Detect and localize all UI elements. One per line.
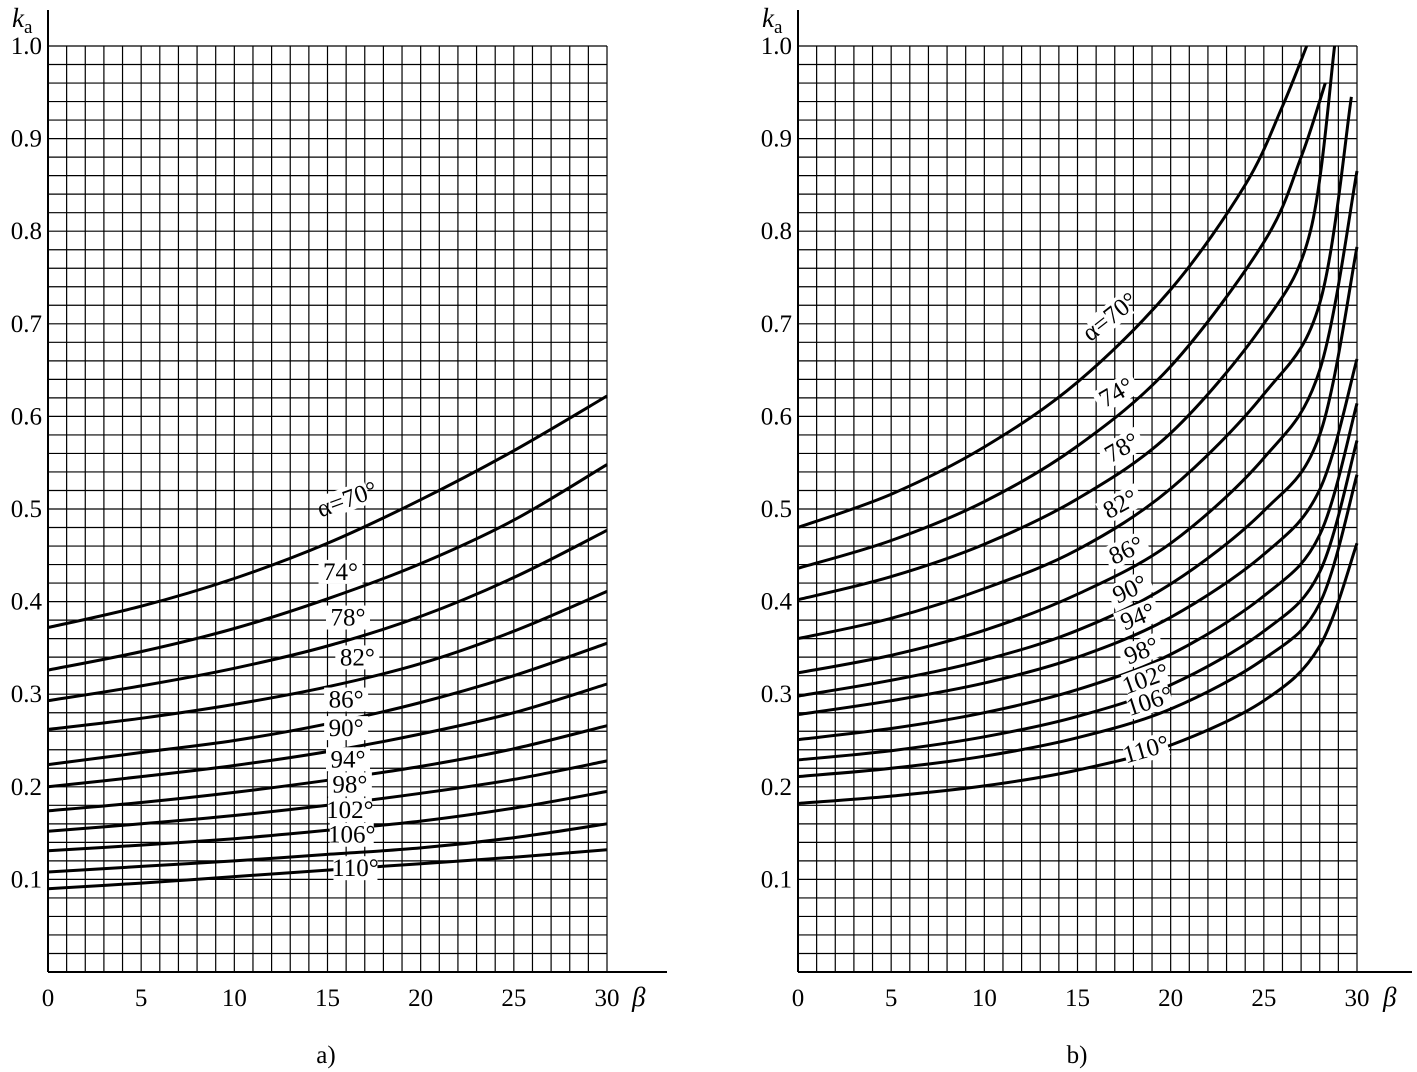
series-line: [797, 45, 1309, 529]
y-tick-label: 0.5: [761, 496, 792, 523]
series-label-background: [327, 772, 372, 797]
series-label-background: [1096, 426, 1147, 470]
series-label: 78°: [330, 605, 365, 632]
series-label-background: [1085, 293, 1135, 340]
series-label: 106°: [328, 822, 376, 849]
y-tick-label: 0.7: [11, 311, 42, 338]
y-tick-label: 0.1: [761, 866, 792, 893]
series-line: [797, 45, 1337, 602]
series-label-background: [318, 559, 363, 584]
series-line: [47, 789, 608, 853]
series-label-background: [333, 856, 378, 881]
y-tick-label: 0.3: [761, 681, 792, 708]
x-tick-label: 5: [885, 985, 898, 1012]
series-line: [797, 358, 1359, 717]
series-label-background: [1105, 569, 1156, 610]
series-label-background: [1091, 371, 1142, 414]
x-tick-label: 10: [972, 985, 997, 1012]
series-line: [47, 590, 608, 731]
x-tick-label: 20: [1158, 985, 1183, 1012]
series-label-background: [1121, 731, 1171, 768]
series-label-background: [1124, 682, 1175, 720]
series-label: α=70°: [313, 476, 381, 523]
y-tick-label: 0.2: [761, 774, 792, 801]
series-label-background: [1120, 660, 1171, 698]
series-label-background: [1112, 597, 1163, 637]
series-label-background: [1116, 631, 1167, 671]
x-tick-label: 30: [595, 985, 620, 1012]
series-label-background: [329, 822, 374, 847]
caption-b: b): [1067, 1042, 1088, 1069]
x-tick-label: 20: [408, 985, 433, 1012]
x-tick-label: 30: [1345, 985, 1370, 1012]
series-label: 86°: [329, 687, 364, 714]
x-tick-label: 0: [42, 985, 55, 1012]
series-label: 110°: [1120, 731, 1172, 770]
series-line: [797, 402, 1359, 742]
y-axis-label-a: ka: [12, 3, 33, 38]
y-tick-label: 0.8: [11, 218, 42, 245]
series-label: 102°: [326, 797, 374, 824]
y-tick-label: 1.0: [11, 33, 42, 60]
x-tick-label: 0: [792, 985, 805, 1012]
series-line: [797, 246, 1359, 698]
y-tick-label: 0.6: [11, 403, 42, 430]
series-label: 82°: [340, 644, 375, 671]
x-tick-label: 5: [135, 985, 148, 1012]
y-tick-label: 0.5: [11, 496, 42, 523]
x-tick-label: 10: [222, 985, 247, 1012]
series-line: [47, 848, 608, 891]
y-tick-label: 1.0: [761, 33, 792, 60]
y-tick-label: 0.1: [11, 866, 42, 893]
y-tick-label: 0.4: [761, 589, 793, 616]
chart-panel-a: ka β a) 0.1 0.2 0.3 0.4 0.5 0.6 0.7 0.8 0.9 1.0 0 5…: [11, 3, 667, 1069]
series-line: [797, 170, 1359, 675]
series-label: 94°: [330, 746, 365, 773]
chart-panel-b: ka β b) 0.1 0.2 0.3 0.4 0.5 0.6 0.7 0.8 0.9 1.0 0 5…: [761, 3, 1412, 1069]
series-label: 110°: [332, 855, 379, 882]
y-tick-label: 0.6: [761, 403, 792, 430]
y-tick-label: 0.2: [11, 774, 42, 801]
series-label-background: [325, 747, 370, 772]
y-tick-label: 0.4: [11, 589, 43, 616]
y-tick-label: 0.8: [761, 218, 792, 245]
series-line: [47, 463, 608, 672]
x-tick-label: 15: [315, 985, 340, 1012]
series-label: 90°: [329, 715, 364, 742]
series-label: 74°: [323, 559, 358, 586]
series-label-background: [325, 605, 370, 630]
series-line: [47, 724, 608, 813]
series-label-background: [327, 798, 372, 823]
series-label-background: [1095, 483, 1146, 526]
series-line: [47, 822, 608, 874]
y-axis-label-b: ka: [762, 3, 783, 38]
y-tick-label: 0.7: [761, 311, 792, 338]
series-line: [797, 474, 1359, 779]
x-axis-label-a: β: [631, 982, 646, 1012]
series-label-background: [1101, 530, 1152, 571]
series-label-background: [324, 716, 369, 741]
series-label-background: [324, 687, 369, 712]
grid-a: [47, 45, 608, 973]
series-line: [797, 82, 1327, 570]
series-line: [797, 96, 1353, 641]
series-line: [47, 394, 608, 629]
series-label-background: [322, 480, 372, 519]
series-line: [47, 759, 608, 833]
x-tick-label: 25: [1251, 985, 1276, 1012]
series-label-background: [335, 645, 380, 670]
caption-a: a): [316, 1042, 335, 1069]
y-tick-label: 0.9: [11, 126, 42, 153]
y-tick-label: 0.9: [761, 126, 792, 153]
y-tick-label: 0.3: [11, 681, 42, 708]
x-tick-label: 25: [501, 985, 526, 1012]
x-tick-label: 15: [1065, 985, 1090, 1012]
series-line: [47, 528, 608, 703]
grid-b: [797, 45, 1358, 973]
series-label: 98°: [332, 771, 367, 798]
x-axis-label-b: β: [1382, 982, 1397, 1012]
